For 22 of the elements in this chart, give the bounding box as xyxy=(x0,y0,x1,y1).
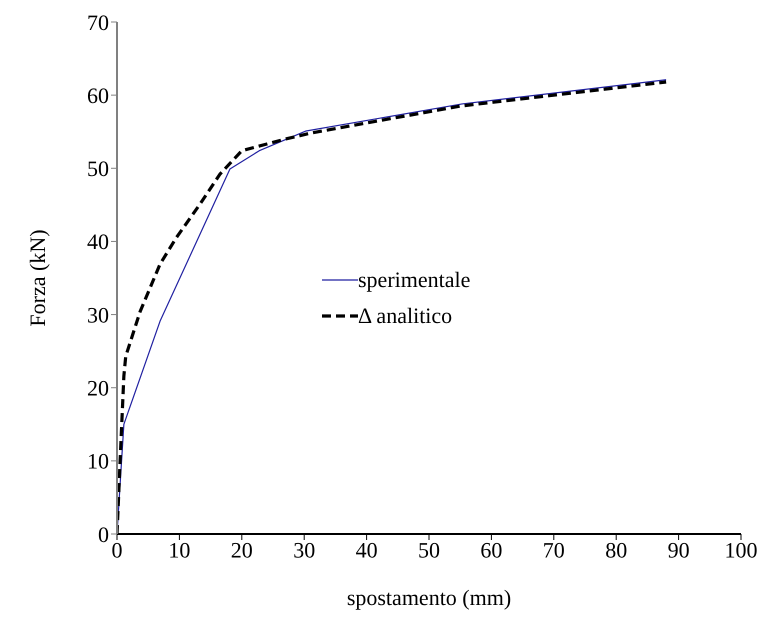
y-tick-label: 0 xyxy=(98,522,109,547)
x-tick-label: 40 xyxy=(356,538,378,563)
x-tick-label: 60 xyxy=(480,538,502,563)
x-tick-label: 90 xyxy=(668,538,690,563)
x-tick-label: 80 xyxy=(605,538,628,563)
y-tick-label: 70 xyxy=(87,10,109,35)
x-tick-label: 70 xyxy=(542,538,565,563)
y-tick-label: 60 xyxy=(87,82,109,108)
x-tick-label: 20 xyxy=(230,538,253,563)
x-tick-label: 100 xyxy=(724,538,758,563)
x-tick-label: 50 xyxy=(418,538,440,563)
y-tick-label: 20 xyxy=(87,376,109,401)
legend-label: Δ analitico xyxy=(358,303,452,329)
y-axis-title: Forza (kN) xyxy=(25,229,51,327)
legend-label: sperimentale xyxy=(358,267,470,293)
y-tick-label: 30 xyxy=(87,302,109,328)
x-axis-title: spostamento (mm) xyxy=(346,585,512,611)
x-tick-label: 30 xyxy=(293,538,316,563)
y-tick-label: 10 xyxy=(87,448,109,474)
y-tick-label: 40 xyxy=(87,229,109,254)
y-tick-label: 50 xyxy=(87,156,109,182)
x-tick-label: 10 xyxy=(168,538,190,563)
